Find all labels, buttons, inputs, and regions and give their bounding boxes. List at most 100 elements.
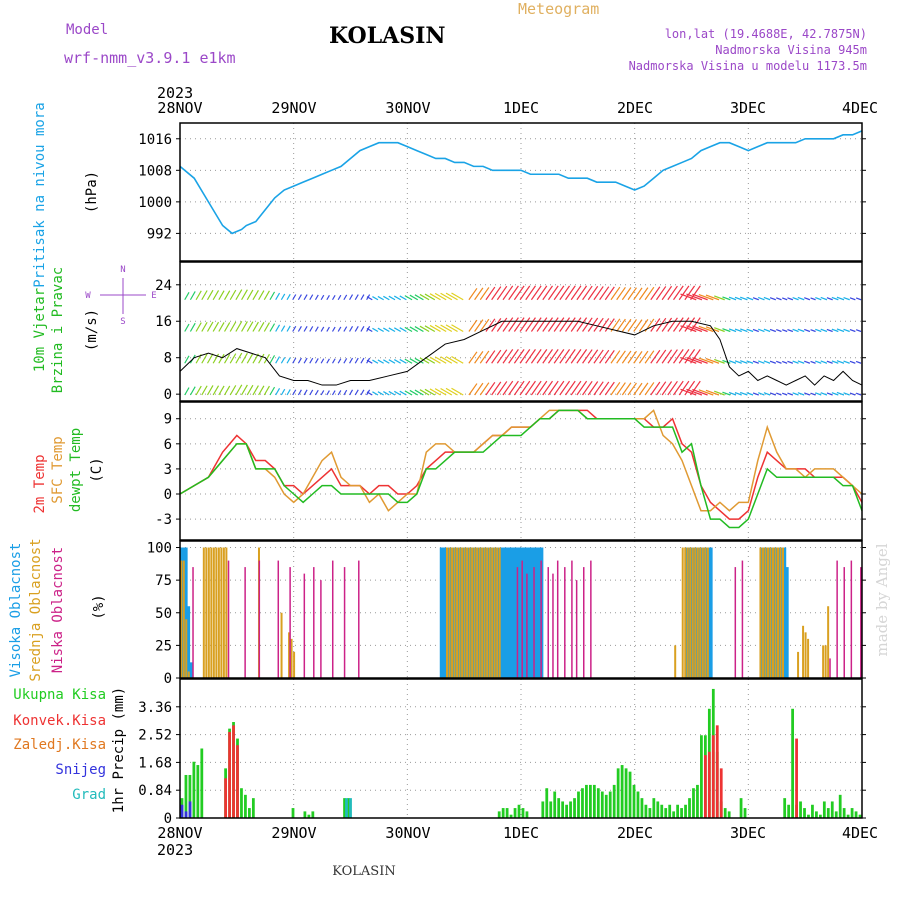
wind-barb bbox=[752, 360, 759, 364]
cloud-bar bbox=[526, 573, 528, 678]
wind-barb bbox=[424, 293, 436, 301]
cloud-bar bbox=[225, 547, 228, 678]
time-ticks-bottom: 28NOV 29NOV 30NOV 1DEC 2DEC 3DEC 4DEC bbox=[157, 824, 878, 842]
cloud-bar bbox=[681, 547, 684, 678]
cloud-bar bbox=[277, 560, 280, 678]
y-tick-label: 0 bbox=[164, 671, 172, 687]
precip-bar bbox=[787, 804, 791, 818]
cloud-bar bbox=[220, 547, 223, 678]
wind-barb bbox=[627, 319, 637, 332]
wind-barb bbox=[536, 285, 548, 301]
wind-barb bbox=[388, 390, 396, 396]
wind-barb bbox=[650, 381, 661, 396]
wind-barb bbox=[680, 356, 697, 364]
wind-barb bbox=[722, 359, 731, 364]
wind-barb bbox=[292, 294, 297, 301]
wind-barb bbox=[722, 328, 731, 333]
cloud-bar bbox=[461, 547, 464, 678]
wind-barb bbox=[280, 293, 286, 301]
precip-bar bbox=[497, 811, 501, 818]
precip-bar bbox=[525, 811, 529, 818]
cloud-bar bbox=[493, 547, 496, 678]
wind-barb bbox=[593, 317, 604, 332]
time-tick-bottom: 1DEC bbox=[503, 824, 539, 842]
wind-barb bbox=[275, 324, 281, 332]
y-tick-label: 8 bbox=[164, 351, 172, 367]
wind-barb bbox=[633, 351, 643, 364]
wind-barb bbox=[692, 388, 708, 396]
wind-barb bbox=[655, 286, 667, 301]
wind-barb bbox=[246, 384, 254, 396]
wind-barb bbox=[513, 380, 525, 396]
time-tick-top: 30NOV bbox=[385, 99, 430, 117]
precip-bar bbox=[616, 768, 620, 818]
wind-barb bbox=[218, 353, 225, 364]
panel-precip: 0 0.84 1.68 2.52 3.36 bbox=[138, 678, 866, 827]
wind-barb bbox=[286, 325, 291, 332]
wind-barb bbox=[269, 291, 276, 301]
wind-barb bbox=[746, 328, 754, 333]
cloud-bar bbox=[540, 560, 542, 678]
cloud-bar bbox=[481, 547, 484, 678]
wind-barb bbox=[195, 322, 202, 332]
wind-barb bbox=[763, 360, 771, 364]
wind-barb bbox=[399, 390, 407, 396]
cloud-bar bbox=[446, 547, 449, 678]
precip-legend-total: Ukupna Kisa bbox=[13, 687, 106, 703]
wind-barb bbox=[593, 286, 604, 301]
wind-barb bbox=[740, 360, 748, 364]
wind-barb bbox=[184, 292, 190, 301]
precip-bar bbox=[232, 725, 235, 818]
wind-barb bbox=[263, 322, 270, 332]
precip-bar bbox=[224, 778, 227, 818]
wind-barb bbox=[831, 296, 839, 301]
precip-bar bbox=[612, 784, 616, 818]
wind-barb bbox=[434, 388, 447, 396]
wind-barb bbox=[804, 328, 811, 333]
wind-barb bbox=[667, 380, 678, 396]
cloud-bar bbox=[537, 547, 541, 678]
precip-bar bbox=[715, 725, 719, 818]
wind-barb bbox=[404, 295, 413, 301]
panel-frame bbox=[179, 540, 863, 679]
temp-title-1: 2m Temp bbox=[32, 454, 48, 513]
precip-bar bbox=[240, 788, 243, 818]
cloud-bar bbox=[764, 547, 767, 678]
wind-barb bbox=[820, 360, 828, 364]
wind-barb bbox=[650, 286, 661, 301]
precip-bar bbox=[807, 814, 810, 818]
year-label-bottom: 2023 bbox=[157, 841, 193, 859]
wind-barb bbox=[792, 360, 799, 364]
wind-barb bbox=[409, 389, 419, 396]
wind-barb bbox=[241, 321, 248, 332]
wind-barb bbox=[604, 318, 615, 332]
wind-barb bbox=[474, 351, 484, 364]
precip-bar bbox=[569, 801, 572, 818]
wind-barb bbox=[616, 286, 626, 301]
wind-barb bbox=[201, 385, 208, 396]
precip-legend-conv: Konvek.Kisa bbox=[13, 713, 106, 729]
precip-bar bbox=[557, 798, 561, 818]
precip-bar bbox=[303, 811, 307, 818]
wind-barb bbox=[686, 293, 703, 301]
wind-barb bbox=[728, 328, 737, 333]
footer-title: KOLASIN bbox=[332, 864, 395, 879]
wind-barb bbox=[349, 389, 354, 396]
precip-bar bbox=[743, 808, 747, 818]
wind-barb bbox=[638, 382, 649, 396]
panel-frame bbox=[179, 678, 863, 819]
wind-barb bbox=[836, 391, 845, 396]
wind-barb bbox=[547, 285, 559, 301]
wind-barb bbox=[275, 292, 281, 301]
precip-bar bbox=[581, 788, 584, 818]
wind-barb bbox=[508, 349, 519, 364]
wind-barb bbox=[722, 391, 731, 396]
precip-bar bbox=[188, 774, 192, 818]
cloud-bar bbox=[518, 547, 522, 678]
precip-bar bbox=[854, 811, 858, 818]
y-tick-label: 1000 bbox=[138, 195, 172, 211]
cloud-bar bbox=[488, 547, 491, 678]
wind-barb bbox=[690, 285, 701, 301]
wind-barb bbox=[831, 328, 839, 333]
wind-barb bbox=[320, 358, 325, 364]
